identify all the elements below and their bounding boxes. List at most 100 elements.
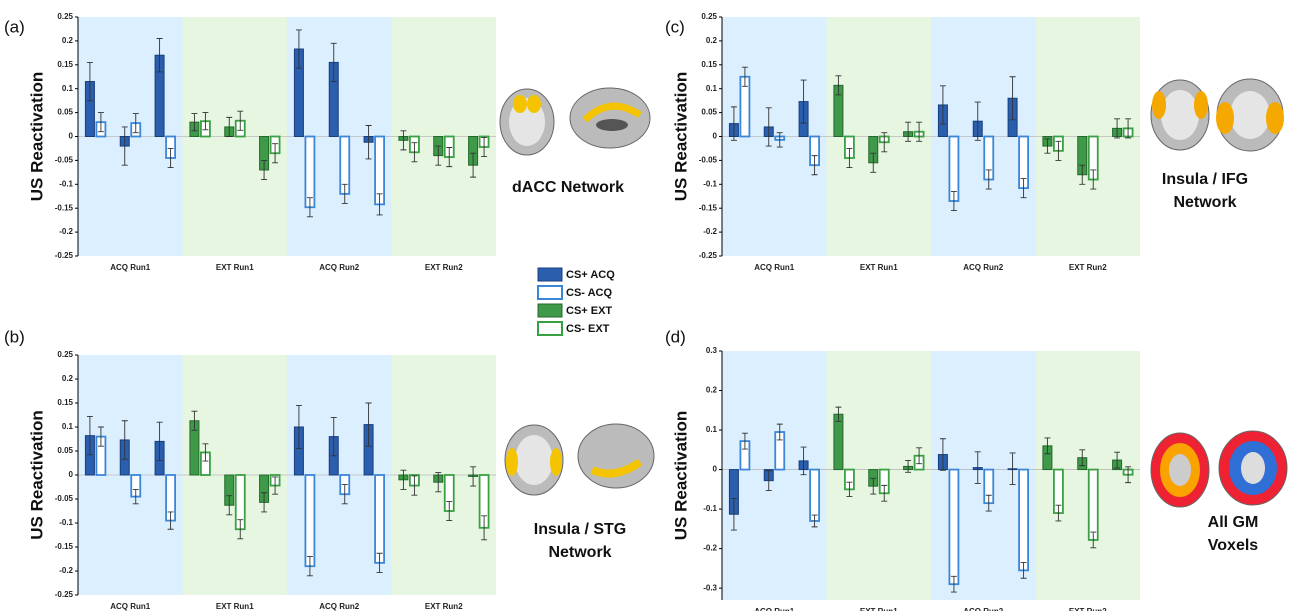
y-tick-label: -0.1: [59, 518, 73, 527]
error-bar: [376, 193, 383, 216]
error-bar: [191, 410, 198, 431]
error-bar: [86, 61, 93, 102]
legend-label: CS- EXT: [566, 323, 610, 335]
error-bar: [776, 423, 783, 441]
error-bar: [121, 420, 128, 460]
y-tick-label: -0.25: [699, 251, 718, 260]
y-tick-label: -0.25: [55, 590, 74, 599]
error-bar: [306, 556, 313, 577]
y-tick-label: -0.15: [55, 542, 74, 551]
legend-swatch: [537, 267, 563, 282]
error-bar: [1125, 466, 1132, 484]
error-bar: [1114, 118, 1121, 139]
y-tick-label: 0: [69, 470, 74, 479]
error-bar: [237, 110, 244, 131]
error-bar: [1114, 451, 1121, 469]
y-tick-label: -0.2: [59, 566, 73, 575]
error-bar: [341, 183, 348, 204]
error-bar: [1009, 76, 1016, 121]
y-tick-label: -0.05: [55, 156, 74, 165]
error-bar: [435, 145, 442, 166]
error-bar: [376, 552, 383, 573]
x-tick-label: ACQ Run1: [110, 263, 151, 272]
error-bar: [86, 415, 93, 456]
bar: [1018, 468, 1029, 572]
annotation: Network: [1173, 194, 1236, 211]
category-background: [1035, 351, 1140, 600]
error-bar: [1079, 449, 1086, 467]
y-tick-label: 0.2: [706, 36, 718, 45]
error-bar: [1020, 178, 1027, 199]
y-tick-label: 0.15: [701, 60, 717, 69]
error-bar: [765, 107, 772, 147]
bar: [809, 468, 820, 522]
x-tick-label: EXT Run1: [216, 263, 254, 272]
category-background: [826, 351, 931, 600]
y-tick-label: -0.1: [59, 179, 73, 188]
error-bar: [202, 443, 209, 462]
error-bar: [132, 113, 139, 134]
error-bar: [400, 130, 407, 151]
panel-label: (d): [665, 327, 686, 346]
error-bar: [1009, 452, 1016, 486]
error-bar: [1090, 531, 1097, 549]
y-tick-label: -0.15: [699, 203, 718, 212]
y-tick-label: 0.15: [57, 60, 73, 69]
error-bar: [435, 472, 442, 493]
error-bar: [261, 159, 268, 180]
error-bar: [905, 460, 912, 473]
error-bar: [341, 484, 348, 505]
x-tick-label: ACQ Run1: [754, 607, 795, 611]
y-tick-label: 0.25: [701, 12, 717, 21]
error-bar: [97, 426, 104, 447]
error-bar: [481, 515, 488, 541]
brain-image-d: [1150, 430, 1288, 508]
y-axis-label: US Reactivation: [671, 411, 690, 540]
error-bar: [365, 402, 372, 447]
legend-label: CS+ ACQ: [566, 269, 615, 281]
error-bar: [237, 519, 244, 540]
error-bar: [446, 147, 453, 168]
error-bar: [939, 85, 946, 125]
panel-label: (c): [665, 17, 685, 36]
error-bar: [985, 169, 992, 190]
error-bar: [800, 446, 807, 476]
legend-label: CS+ EXT: [566, 305, 612, 317]
y-tick-label: -0.05: [699, 156, 718, 165]
error-bar: [870, 152, 877, 173]
y-tick-label: 0.25: [57, 12, 73, 21]
y-tick-label: -0.25: [55, 251, 74, 260]
y-tick-label: 0.2: [62, 36, 74, 45]
brain-image-b: [504, 423, 655, 496]
error-bar: [330, 42, 337, 82]
legend-swatch: [537, 321, 563, 336]
error-bar: [974, 451, 981, 484]
panel-label: (a): [4, 17, 25, 36]
x-tick-label: EXT Run2: [425, 263, 463, 272]
error-bar: [730, 497, 737, 531]
category-background: [722, 351, 827, 600]
error-bar: [191, 113, 198, 132]
error-bar: [916, 447, 923, 465]
error-bar: [481, 137, 488, 158]
error-bar: [835, 75, 842, 96]
error-bar: [121, 126, 128, 166]
error-bar: [939, 438, 946, 471]
brain-image-c: [1150, 78, 1284, 152]
x-tick-label: EXT Run1: [860, 263, 898, 272]
x-tick-label: EXT Run2: [425, 602, 463, 611]
error-bar: [881, 484, 888, 502]
legend-label: CS- ACQ: [566, 287, 612, 299]
y-tick-label: 0.05: [57, 108, 73, 117]
x-tick-label: EXT Run1: [860, 607, 898, 611]
y-tick-label: -0.2: [703, 544, 717, 553]
y-tick-label: 0.1: [62, 84, 74, 93]
error-bar: [950, 575, 957, 593]
error-bar: [400, 469, 407, 490]
error-bar: [881, 132, 888, 153]
x-tick-label: ACQ Run2: [319, 602, 360, 611]
y-tick-label: -0.2: [703, 227, 717, 236]
error-bar: [985, 494, 992, 512]
